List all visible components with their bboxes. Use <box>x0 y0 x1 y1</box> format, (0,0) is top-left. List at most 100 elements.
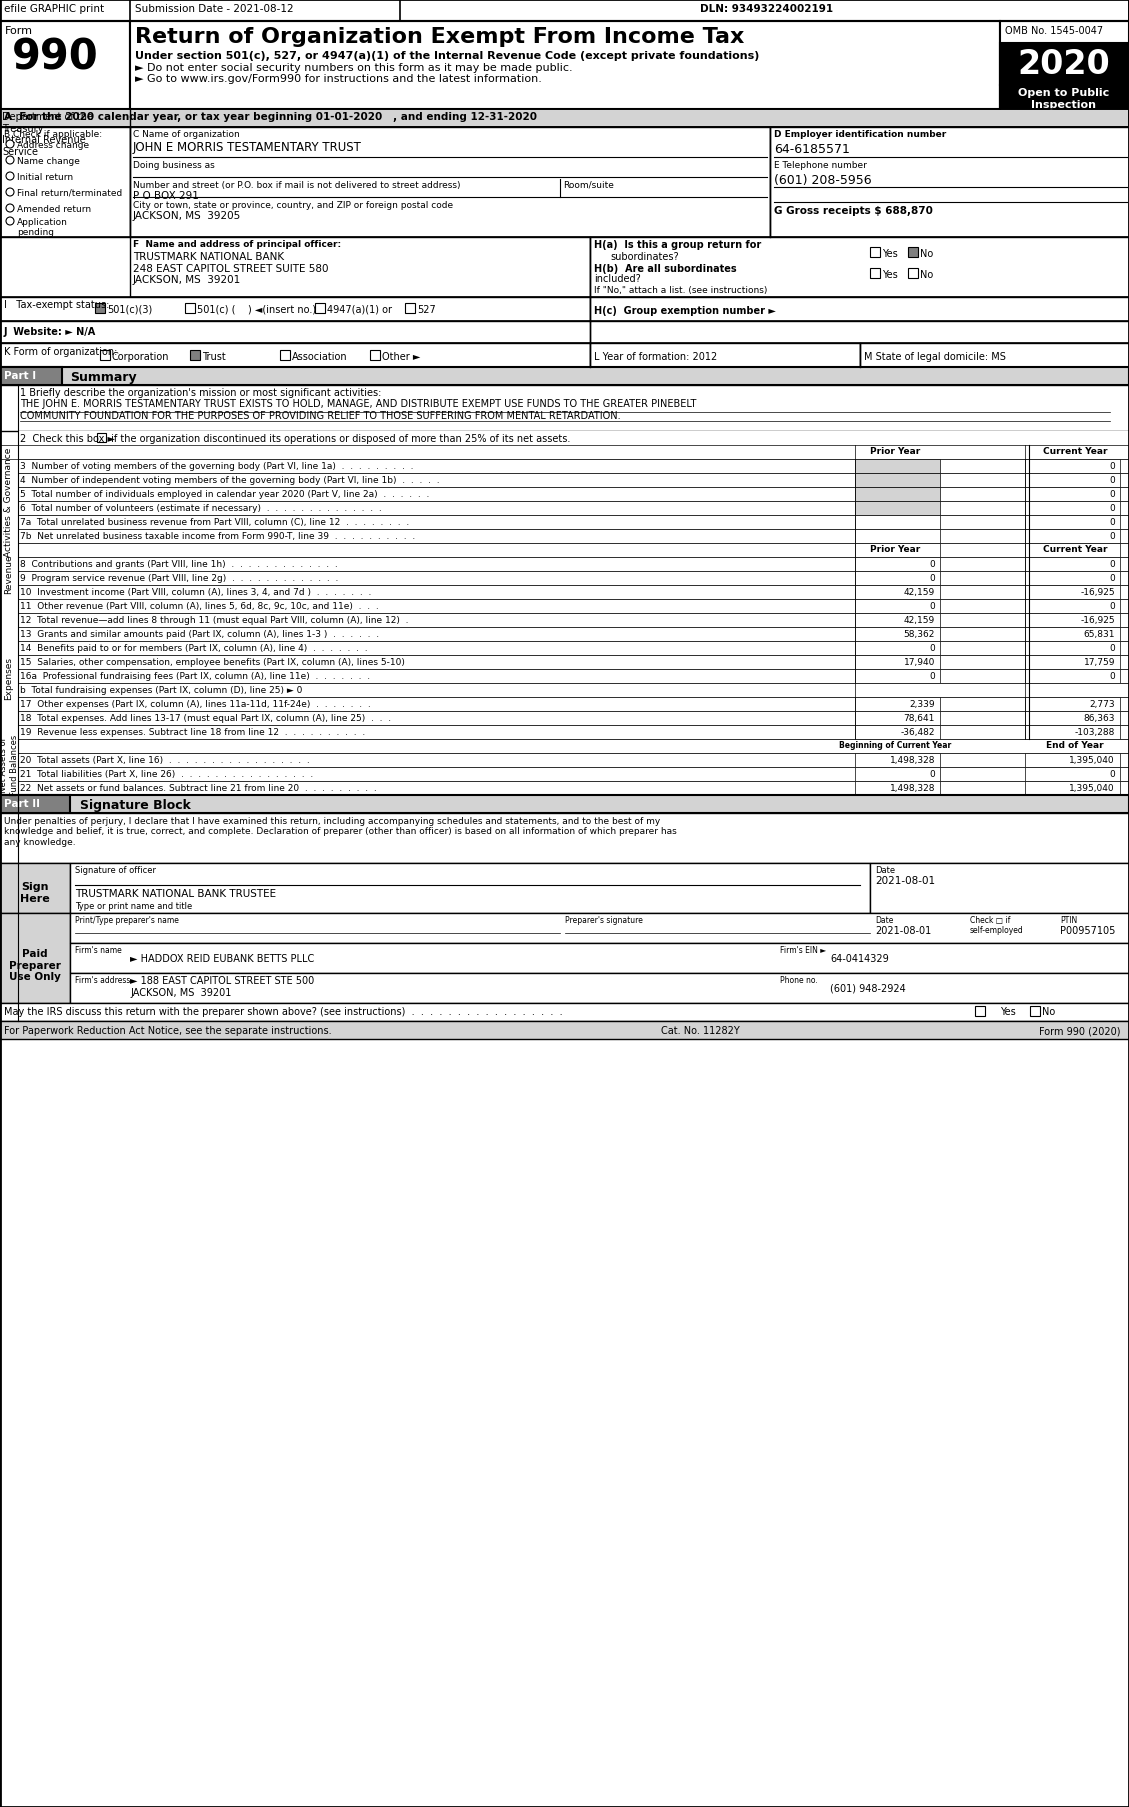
Text: 0: 0 <box>929 573 935 582</box>
Text: -16,925: -16,925 <box>1080 587 1115 596</box>
Text: 2020: 2020 <box>1017 49 1111 81</box>
Bar <box>70 943 1129 974</box>
Bar <box>70 914 1129 943</box>
Text: End of Year: End of Year <box>1047 741 1104 750</box>
Circle shape <box>6 157 14 164</box>
Text: 4947(a)(1) or: 4947(a)(1) or <box>327 305 392 314</box>
Bar <box>870 864 1129 914</box>
Text: 19  Revenue less expenses. Subtract line 18 from line 12  .  .  .  .  .  .  .  .: 19 Revenue less expenses. Subtract line … <box>20 728 366 737</box>
Bar <box>855 600 940 614</box>
Text: 0: 0 <box>1110 490 1115 499</box>
Bar <box>855 768 940 782</box>
Bar <box>70 864 870 914</box>
Text: E Telephone number: E Telephone number <box>774 161 867 170</box>
Text: J  Website: ► N/A: J Website: ► N/A <box>5 327 96 336</box>
Bar <box>1025 558 1120 571</box>
Bar <box>855 712 940 726</box>
Bar <box>1025 600 1120 614</box>
Bar <box>130 22 1000 110</box>
Text: 0: 0 <box>929 560 935 569</box>
Text: 86,363: 86,363 <box>1084 714 1115 723</box>
Text: 12  Total revenue—add lines 8 through 11 (must equal Part VIII, column (A), line: 12 Total revenue—add lines 8 through 11 … <box>20 616 409 625</box>
Text: 2  Check this box ►: 2 Check this box ► <box>20 434 121 445</box>
Bar <box>95 304 105 314</box>
Bar <box>0 385 1129 432</box>
Text: No: No <box>920 269 934 280</box>
Bar <box>1025 754 1120 768</box>
Text: 8  Contributions and grants (Part VIII, line 1h)  .  .  .  .  .  .  .  .  .  .  : 8 Contributions and grants (Part VIII, l… <box>20 560 338 569</box>
Bar <box>18 544 1129 558</box>
Text: 0: 0 <box>1110 573 1115 582</box>
Text: M State of legal domicile: MS: M State of legal domicile: MS <box>864 352 1006 361</box>
Bar <box>1000 22 1129 110</box>
Text: Phone no.: Phone no. <box>780 976 817 985</box>
Text: A  For the 2020 calendar year, or tax year beginning 01-01-2020   , and ending 1: A For the 2020 calendar year, or tax yea… <box>5 112 537 121</box>
Bar <box>855 529 940 544</box>
Bar <box>130 128 770 239</box>
Text: 42,159: 42,159 <box>903 587 935 596</box>
Text: 2,339: 2,339 <box>909 699 935 708</box>
Bar <box>18 726 1129 739</box>
Text: ► Go to www.irs.gov/Form990 for instructions and the latest information.: ► Go to www.irs.gov/Form990 for instruct… <box>135 74 542 83</box>
Text: 0: 0 <box>1110 531 1115 540</box>
Text: I   Tax-exempt status:: I Tax-exempt status: <box>5 300 110 309</box>
Text: Expenses: Expenses <box>5 656 14 699</box>
Text: JOHN E MORRIS TESTAMENTARY TRUST: JOHN E MORRIS TESTAMENTARY TRUST <box>133 141 362 154</box>
Bar <box>908 248 918 258</box>
Text: 0: 0 <box>1110 643 1115 652</box>
Text: ► HADDOX REID EUBANK BETTS PLLC: ► HADDOX REID EUBANK BETTS PLLC <box>130 954 314 963</box>
Text: b  Total fundraising expenses (Part IX, column (D), line 25) ► 0: b Total fundraising expenses (Part IX, c… <box>20 685 303 694</box>
Bar <box>130 239 590 298</box>
Text: 0: 0 <box>1110 463 1115 472</box>
Bar <box>855 473 940 488</box>
Text: P00957105: P00957105 <box>1060 925 1115 936</box>
Text: H(b)  Are all subordinates: H(b) Are all subordinates <box>594 264 736 275</box>
Text: Address change: Address change <box>17 141 89 150</box>
Text: subordinates?: subordinates? <box>610 251 679 262</box>
Text: -103,288: -103,288 <box>1075 728 1115 737</box>
Bar <box>870 248 879 258</box>
Bar <box>0 795 70 813</box>
Bar <box>855 544 940 558</box>
Text: May the IRS discuss this return with the preparer shown above? (see instructions: May the IRS discuss this return with the… <box>5 1006 562 1016</box>
Bar <box>860 343 1129 369</box>
Text: TRUSTMARK NATIONAL BANK TRUSTEE: TRUSTMARK NATIONAL BANK TRUSTEE <box>75 889 277 898</box>
Text: 0: 0 <box>1110 602 1115 611</box>
Text: Type or print name and title: Type or print name and title <box>75 902 192 911</box>
Text: 64-6185571: 64-6185571 <box>774 143 850 155</box>
Text: 7b  Net unrelated business taxable income from Form 990-T, line 39  .  .  .  .  : 7b Net unrelated business taxable income… <box>20 531 415 540</box>
Text: D Employer identification number: D Employer identification number <box>774 130 946 139</box>
Bar <box>1025 614 1120 627</box>
Text: Yes: Yes <box>1000 1006 1016 1016</box>
Bar <box>1025 670 1120 683</box>
Bar <box>0 1003 1129 1021</box>
Bar <box>0 813 1129 864</box>
Text: 990: 990 <box>12 36 98 78</box>
Text: F  Name and address of principal officer:: F Name and address of principal officer: <box>133 240 341 249</box>
Text: Signature Block: Signature Block <box>80 799 191 811</box>
Bar <box>0 914 70 1003</box>
Text: 0: 0 <box>1110 770 1115 779</box>
Bar <box>975 1006 984 1016</box>
Bar <box>18 670 1129 683</box>
Text: THE JOHN E. MORRIS TESTAMENTARY TRUST EXISTS TO HOLD, MANAGE, AND DISTRIBUTE EXE: THE JOHN E. MORRIS TESTAMENTARY TRUST EX… <box>20 399 697 421</box>
Text: Net Assets or
Fund Balances: Net Assets or Fund Balances <box>0 734 19 795</box>
Text: Form 990 (2020): Form 990 (2020) <box>1040 1025 1121 1035</box>
Text: JACKSON, MS  39205: JACKSON, MS 39205 <box>133 211 242 220</box>
Bar <box>855 782 940 795</box>
Text: 1,395,040: 1,395,040 <box>1069 784 1115 793</box>
Text: 22  Net assets or fund balances. Subtract line 21 from line 20  .  .  .  .  .  .: 22 Net assets or fund balances. Subtract… <box>20 784 377 793</box>
Bar <box>18 432 1129 446</box>
Text: Print/Type preparer's name: Print/Type preparer's name <box>75 916 178 925</box>
Text: 6  Total number of volunteers (estimate if necessary)  .  .  .  .  .  .  .  .  .: 6 Total number of volunteers (estimate i… <box>20 504 382 513</box>
Text: Other ►: Other ► <box>382 352 420 361</box>
Text: 0: 0 <box>929 643 935 652</box>
Bar <box>1025 782 1120 795</box>
Text: 0: 0 <box>1110 672 1115 681</box>
Text: Preparer's signature: Preparer's signature <box>564 916 642 925</box>
Bar <box>370 351 380 361</box>
Text: Under section 501(c), 527, or 4947(a)(1) of the Internal Revenue Code (except pr: Under section 501(c), 527, or 4947(a)(1)… <box>135 51 760 61</box>
Text: Summary: Summary <box>70 370 137 383</box>
Bar <box>315 304 325 314</box>
Text: Form: Form <box>5 25 33 36</box>
